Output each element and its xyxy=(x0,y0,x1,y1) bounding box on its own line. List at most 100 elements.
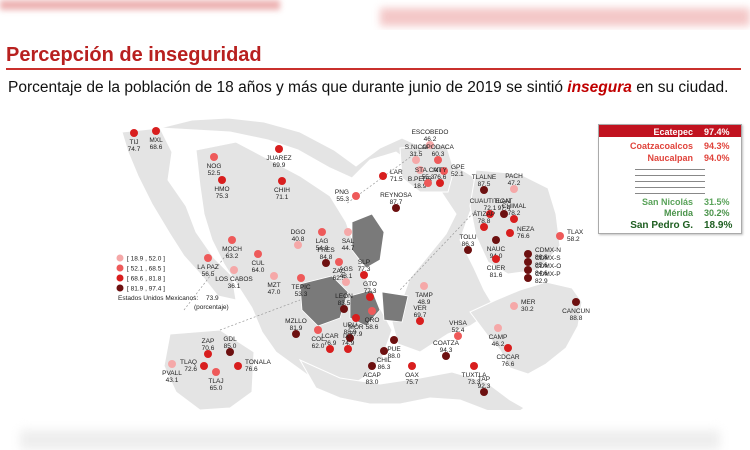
city-dot xyxy=(294,241,302,249)
city-name: TLALNE xyxy=(472,174,497,181)
city-value: 69.9 xyxy=(273,162,286,169)
national-value: 73.9 xyxy=(206,295,219,302)
ranking-value: 31.5% xyxy=(704,197,730,207)
city-marker: CDMX-O84.6 xyxy=(524,263,561,277)
city-value: 74.7 xyxy=(128,146,141,153)
city-value: 46.2 xyxy=(492,341,505,348)
city-dot xyxy=(492,236,500,244)
city-value: 94.3 xyxy=(440,347,453,354)
city-dot xyxy=(204,254,212,262)
city-dot xyxy=(380,347,388,355)
city-value: 73.3 xyxy=(468,379,481,386)
city-name: ESCOBEDO xyxy=(412,129,449,136)
city-value: 52.5 xyxy=(208,170,221,177)
city-dot xyxy=(344,228,352,236)
city-dot xyxy=(408,362,416,370)
city-value: 76.6 xyxy=(245,366,258,373)
yucatan xyxy=(469,281,583,375)
city-name: CDMX-P xyxy=(535,271,561,278)
legend-range: [ 52.1 , 68.5 ] xyxy=(127,265,165,272)
city-dot xyxy=(326,345,334,353)
city-value: 86.3 xyxy=(462,241,475,248)
city-dot xyxy=(212,368,220,376)
city-name: S.NICO xyxy=(405,144,427,151)
separator-line xyxy=(635,187,705,188)
city-value: 77.3 xyxy=(358,266,371,273)
city-dot xyxy=(168,360,176,368)
city-name: ZAP xyxy=(202,338,215,345)
city-name: VER xyxy=(413,305,427,312)
city-dot xyxy=(390,336,398,344)
city-value: 88.8 xyxy=(570,315,583,322)
city-name: STA.CAT xyxy=(415,167,442,174)
mainland-north xyxy=(159,117,497,353)
separator-line xyxy=(635,175,705,176)
ranking-value: 18.9% xyxy=(704,220,733,231)
city-name: COL xyxy=(311,336,325,343)
city-dot xyxy=(366,293,374,301)
city-dot xyxy=(254,250,262,258)
ranking-city: San Pedro G. xyxy=(630,220,693,231)
city-value: 77.9 xyxy=(350,331,363,338)
city-name: CDCAR xyxy=(496,354,519,361)
grey-state xyxy=(351,213,385,269)
city-dot xyxy=(342,278,350,286)
legend-swatch xyxy=(116,254,124,262)
map-legend: [ 18.9 , 52.0 ] [ 52.1 , 68.5 ] [ 68.6 , 8… xyxy=(116,254,229,311)
city-dot xyxy=(352,314,360,322)
city-name: TEPIC xyxy=(291,284,310,291)
ranking-city: Mérida xyxy=(663,208,693,218)
city-dot xyxy=(454,332,462,340)
city-name: PUE xyxy=(387,346,401,353)
city-name: PVALL xyxy=(162,370,182,377)
city-dot xyxy=(434,156,442,164)
city-value: 68.6 xyxy=(150,144,163,151)
city-name: GTO xyxy=(363,281,377,288)
city-value: 69.7 xyxy=(414,312,427,319)
city-value: 83.5 xyxy=(338,300,351,307)
city-dot xyxy=(226,348,234,356)
city-dot xyxy=(486,210,494,218)
city-dot xyxy=(314,326,322,334)
city-marker: CDMX-N86.8 xyxy=(524,247,561,261)
city-value: 48.1 xyxy=(340,273,353,280)
city-dot xyxy=(368,362,376,370)
city-name: URU xyxy=(343,322,357,329)
city-dot xyxy=(510,302,518,310)
city-value: 63.2 xyxy=(226,253,239,260)
city-name: TOLU xyxy=(459,234,477,241)
city-value: 62.0 xyxy=(312,343,325,350)
city-name: TONALA xyxy=(245,359,272,366)
city-dot xyxy=(416,166,424,174)
city-value: 76.6 xyxy=(517,233,530,240)
city-dot xyxy=(436,179,444,187)
city-dot xyxy=(210,153,218,161)
city-value: 64.0 xyxy=(252,267,265,274)
top-banner xyxy=(0,0,750,30)
city-name: TUXTLA xyxy=(462,372,488,379)
city-name: TLAQ xyxy=(180,359,197,366)
